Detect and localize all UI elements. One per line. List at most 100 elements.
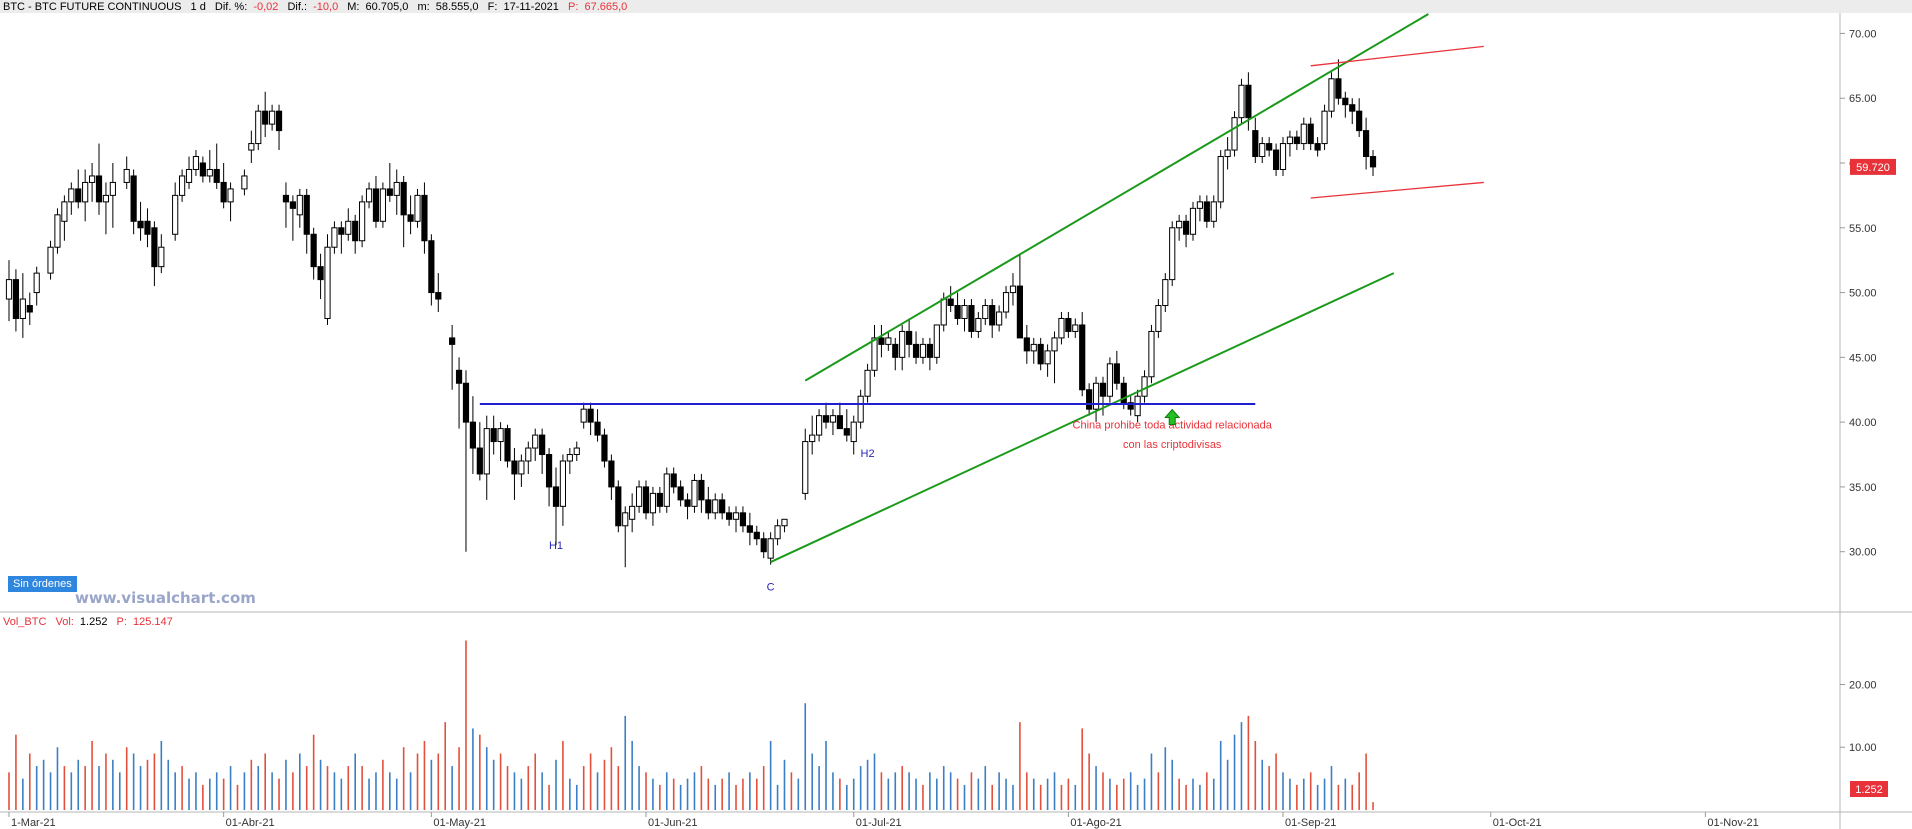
candle-body [88, 175, 96, 183]
candle [75, 169, 82, 209]
candle-body [594, 421, 601, 436]
candle [532, 428, 539, 461]
candle [552, 467, 560, 546]
candle-body [469, 421, 477, 449]
candle [732, 506, 740, 533]
header-dif-label: Dif.: [287, 1, 307, 13]
candle-body [996, 311, 1003, 326]
candle-body [1113, 363, 1120, 384]
candle-body [1300, 123, 1307, 145]
candle-body [449, 337, 456, 345]
watermark: www.visualchart.com [75, 589, 256, 607]
candle [1196, 195, 1204, 222]
candle [649, 486, 657, 526]
candle-body [1134, 395, 1141, 417]
volume-value: 1.252 [80, 616, 108, 628]
candle [933, 324, 940, 364]
candle [54, 208, 61, 254]
candle-body [1266, 143, 1273, 151]
candle [1279, 137, 1287, 176]
candle-body [1286, 136, 1294, 145]
candle-body [26, 305, 33, 313]
price-tick-label: 45.00 [1849, 352, 1877, 364]
candle-body [220, 181, 227, 203]
candle-body [580, 408, 587, 423]
candle [12, 269, 20, 332]
header-difpct-label: Dif. %: [215, 1, 247, 13]
candle [88, 163, 96, 202]
candle-body [1182, 220, 1190, 235]
candle-body [1044, 350, 1051, 365]
candle [753, 525, 760, 546]
candle [1238, 78, 1245, 125]
candle [843, 409, 850, 442]
candle-body [753, 531, 760, 540]
candle [1272, 143, 1280, 176]
candle-body [137, 220, 144, 229]
candle [393, 169, 400, 215]
candle [1210, 195, 1217, 228]
candle [1127, 396, 1134, 416]
candle [899, 324, 906, 371]
candle-body [684, 499, 691, 507]
candle-body [158, 246, 165, 268]
channel-lower[interactable] [770, 272, 1395, 563]
candle-body [912, 343, 920, 358]
candle [1148, 324, 1155, 384]
time-tick-label: 01-Abr-21 [226, 817, 275, 829]
candle [130, 169, 137, 235]
volume-p-value: 125.147 [133, 616, 173, 628]
candle [629, 493, 636, 533]
candle-body [656, 492, 663, 507]
candle-body [324, 246, 331, 319]
candle [338, 221, 345, 254]
candle-body [1293, 136, 1300, 145]
candle-body [172, 194, 179, 235]
candle [698, 473, 705, 513]
candle-body [206, 168, 213, 177]
candle [379, 182, 386, 228]
candle [1300, 117, 1307, 151]
candle [802, 428, 809, 500]
candle [1072, 318, 1079, 338]
candle [68, 182, 75, 215]
candle [816, 409, 823, 442]
flag-upper[interactable] [1310, 45, 1484, 67]
candle [1286, 130, 1294, 157]
channel-upper[interactable] [804, 13, 1429, 382]
candle [428, 234, 435, 306]
candle-body [1335, 78, 1342, 99]
candle [331, 221, 338, 254]
orders-badge[interactable]: Sin órdenes [8, 576, 77, 592]
candle [5, 260, 13, 322]
candle [1086, 383, 1093, 416]
candle [365, 182, 373, 209]
candle [746, 512, 753, 546]
candle [622, 506, 629, 568]
flag-lower[interactable] [1310, 181, 1484, 199]
candle-body [248, 143, 255, 151]
candle-body [241, 175, 248, 190]
candle-body [663, 473, 670, 507]
candle-body [109, 181, 116, 196]
trendlines[interactable] [479, 13, 1484, 563]
candle-body [954, 305, 961, 319]
candle-body [545, 454, 553, 488]
time-tick-label: 01-Nov-21 [1707, 817, 1758, 829]
candle-body [746, 525, 753, 533]
header-low-label: m: [417, 1, 429, 13]
candle [483, 415, 490, 500]
candle-body [850, 421, 857, 443]
candle-body [407, 214, 414, 222]
candle [1155, 299, 1162, 338]
candle [352, 214, 359, 254]
price-tick-label: 55.00 [1849, 223, 1877, 235]
candle-body [802, 441, 809, 494]
candle [781, 518, 788, 533]
last-volume-tag: 1.252 [1855, 784, 1883, 796]
candle-body [75, 188, 82, 203]
candle-body [712, 499, 719, 514]
candle-body [455, 369, 463, 384]
candle-body [1231, 117, 1238, 151]
pattern-label-h2: H2 [861, 448, 875, 460]
